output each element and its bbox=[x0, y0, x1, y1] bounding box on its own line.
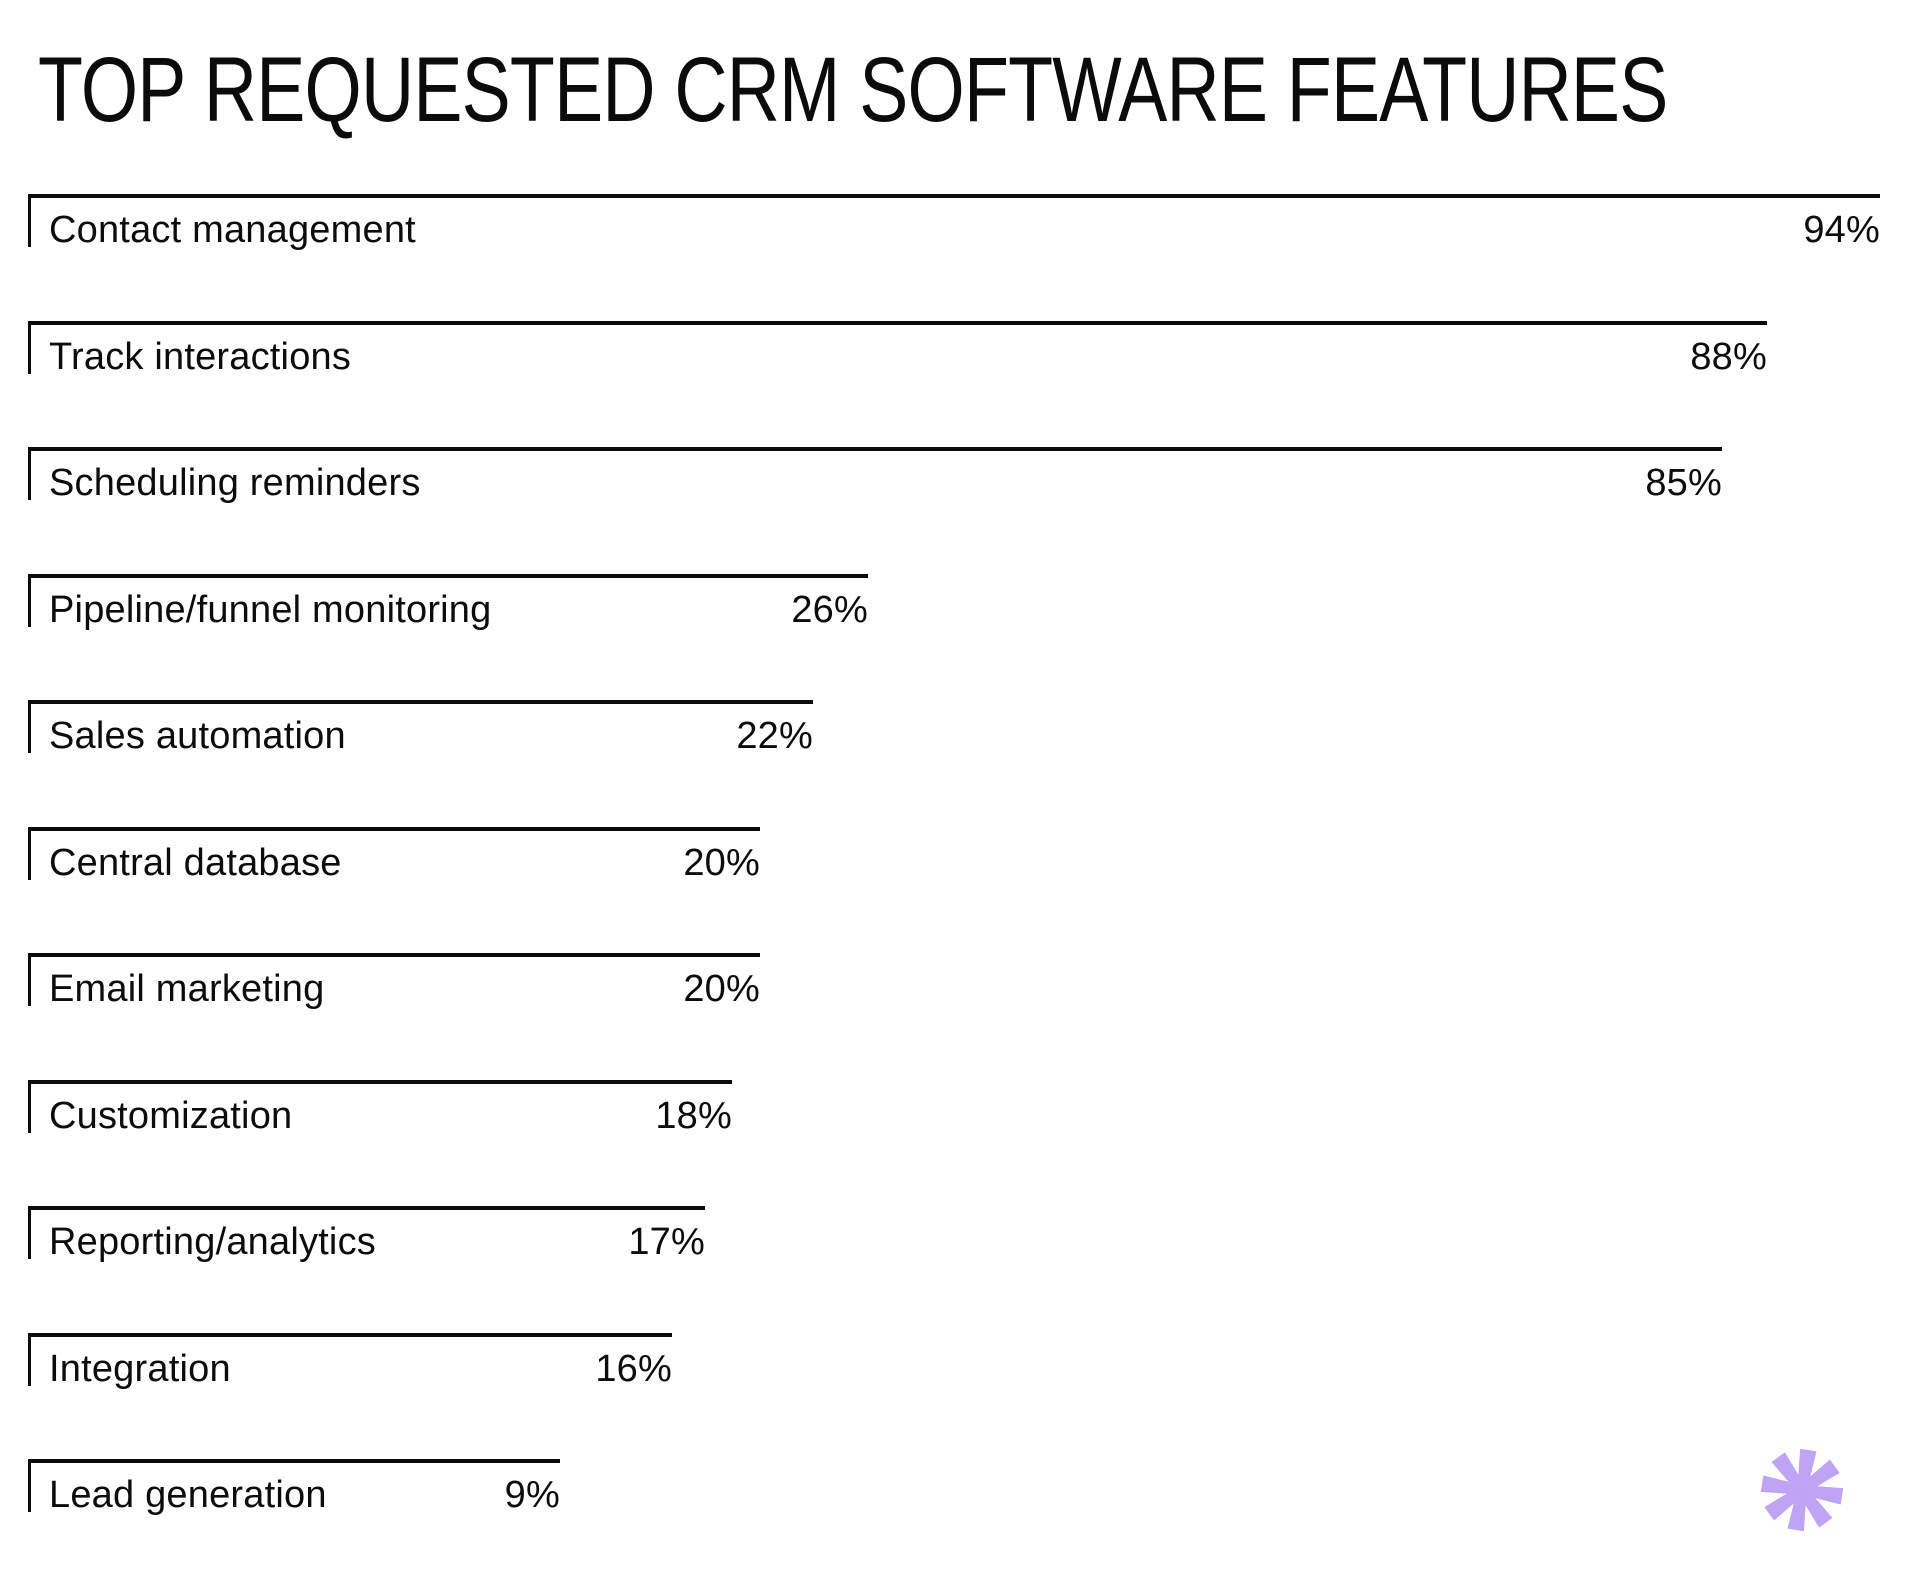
bar-row: Email marketing 20% bbox=[28, 953, 1920, 1080]
bar-label: Contact management bbox=[49, 209, 416, 251]
bar-label: Customization bbox=[49, 1094, 293, 1137]
bar-value: 94% bbox=[1803, 209, 1880, 251]
bar-value: 88% bbox=[1690, 335, 1767, 378]
bar-value: 16% bbox=[595, 1347, 672, 1390]
bar-row: Lead generation 9% bbox=[28, 1459, 1920, 1586]
bar: Central database 20% bbox=[28, 826, 760, 954]
asterisk-icon bbox=[1756, 1444, 1848, 1536]
bar: Scheduling reminders 85% bbox=[28, 447, 1722, 574]
bar-row: Central database 20% bbox=[28, 826, 1920, 954]
bar-label: Sales automation bbox=[49, 715, 346, 757]
bar-label: Integration bbox=[49, 1347, 231, 1390]
bar: Reporting/analytics 17% bbox=[28, 1206, 705, 1333]
bar-value: 17% bbox=[628, 1221, 705, 1263]
bar-value: 20% bbox=[683, 968, 760, 1010]
bar: Email marketing 20% bbox=[28, 953, 760, 1080]
bar-value: 85% bbox=[1645, 462, 1722, 504]
bar: Integration 16% bbox=[28, 1332, 672, 1460]
bar: Customization 18% bbox=[28, 1079, 732, 1207]
bar-value: 20% bbox=[683, 841, 760, 884]
bar-row: Sales automation 22% bbox=[28, 700, 1920, 827]
chart-title: TOP REQUESTED CRM SOFTWARE FEATURES bbox=[38, 39, 1668, 141]
bar-row: Pipeline/funnel monitoring 26% bbox=[28, 573, 1920, 701]
bar: Track interactions 88% bbox=[28, 320, 1767, 448]
bar: Sales automation 22% bbox=[28, 700, 813, 827]
bar-value: 18% bbox=[655, 1094, 732, 1137]
bar: Lead generation 9% bbox=[28, 1459, 560, 1586]
bar-label: Central database bbox=[49, 841, 342, 884]
bar: Pipeline/funnel monitoring 26% bbox=[28, 573, 868, 701]
bar-row: Integration 16% bbox=[28, 1332, 1920, 1460]
bar-row: Customization 18% bbox=[28, 1079, 1920, 1207]
bar-label: Lead generation bbox=[49, 1474, 327, 1516]
bar-chart: Contact management 94% Track interactions 8… bbox=[28, 194, 1920, 1586]
bar-label: Track interactions bbox=[49, 335, 352, 378]
bar-value: 9% bbox=[504, 1474, 560, 1516]
bar-row: Track interactions 88% bbox=[28, 320, 1920, 448]
bar-label: Pipeline/funnel monitoring bbox=[49, 588, 492, 631]
bar-label: Reporting/analytics bbox=[49, 1221, 376, 1263]
bar-row: Contact management 94% bbox=[28, 194, 1920, 321]
bar: Contact management 94% bbox=[28, 194, 1880, 321]
bar-label: Scheduling reminders bbox=[49, 462, 421, 504]
bar-value: 26% bbox=[791, 588, 868, 631]
bar-row: Reporting/analytics 17% bbox=[28, 1206, 1920, 1333]
bar-row: Scheduling reminders 85% bbox=[28, 447, 1920, 574]
bar-value: 22% bbox=[736, 715, 813, 757]
bar-label: Email marketing bbox=[49, 968, 325, 1010]
